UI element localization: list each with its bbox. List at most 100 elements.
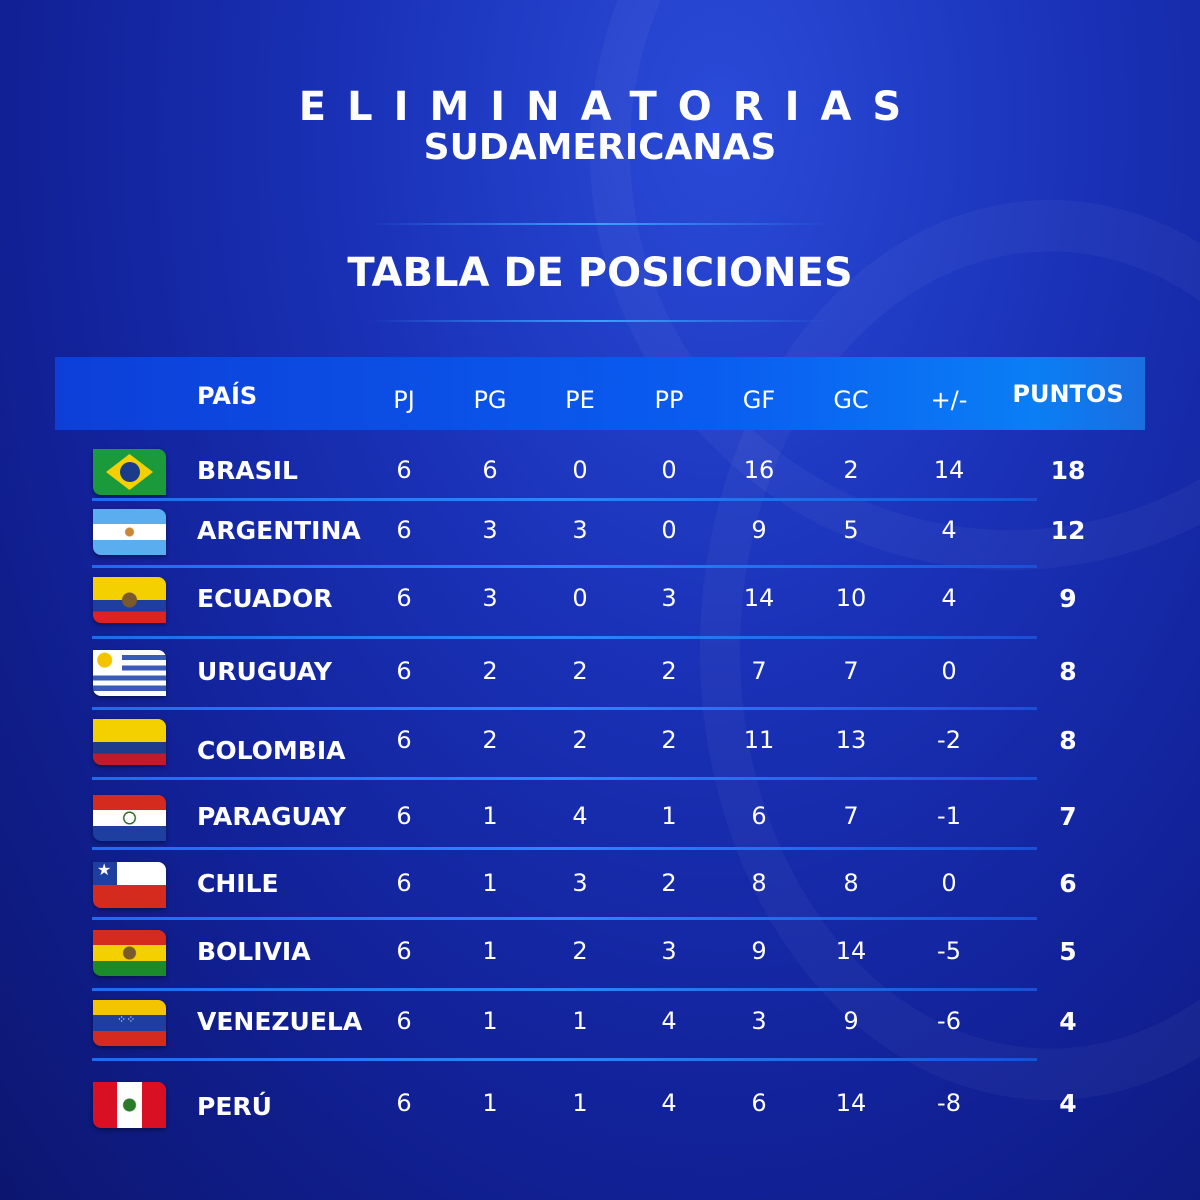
cell-dif: 0: [941, 869, 957, 897]
cell-pe: 1: [572, 1089, 588, 1117]
cell-gf: 8: [751, 869, 767, 897]
cell-pts: 8: [1059, 657, 1077, 686]
cell-pg: 2: [482, 726, 498, 754]
cell-pg: 3: [482, 516, 498, 544]
team-name: VENEZUELA: [197, 1007, 363, 1036]
team-name: PARAGUAY: [197, 802, 347, 831]
cell-gc: 13: [835, 726, 867, 754]
cell-pe: 4: [572, 802, 588, 830]
cell-pts: 9: [1059, 584, 1077, 613]
cell-pts: 4: [1059, 1089, 1077, 1118]
team-name: ARGENTINA: [197, 516, 361, 545]
cell-gf: 6: [751, 1089, 767, 1117]
cell-pp: 1: [661, 802, 677, 830]
chile-flag-icon: ★: [93, 862, 166, 908]
cell-gc: 7: [843, 657, 859, 685]
row-divider: [92, 1058, 1037, 1061]
cell-gf: 9: [751, 937, 767, 965]
cell-pts: 18: [1050, 456, 1086, 485]
cell-pg: 1: [482, 1007, 498, 1035]
venezuela-flag-icon: ⁘⁘: [93, 1000, 166, 1046]
uruguay-flag-icon: [93, 650, 166, 696]
cell-gf: 7: [751, 657, 767, 685]
cell-pts: 12: [1050, 516, 1086, 545]
cell-pp: 0: [661, 456, 677, 484]
row-divider: [92, 777, 1037, 780]
column-header: PP: [654, 386, 684, 414]
cell-pe: 2: [572, 937, 588, 965]
cell-pp: 2: [661, 726, 677, 754]
cell-gc: 2: [843, 456, 859, 484]
row-divider: [92, 565, 1037, 568]
cell-pp: 4: [661, 1007, 677, 1035]
cell-pts: 4: [1059, 1007, 1077, 1036]
cell-pp: 0: [661, 516, 677, 544]
row-divider: [92, 847, 1037, 850]
row-divider: [92, 988, 1037, 991]
colombia-flag-icon: [93, 719, 166, 765]
cell-pp: 3: [661, 937, 677, 965]
cell-dif: 14: [933, 456, 965, 484]
cell-pj: 6: [396, 657, 412, 685]
cell-gf: 14: [743, 584, 775, 612]
cell-pts: 5: [1059, 937, 1077, 966]
cell-dif: -8: [937, 1089, 961, 1117]
cell-pg: 1: [482, 937, 498, 965]
cell-pe: 0: [572, 456, 588, 484]
argentina-flag-icon: [93, 509, 166, 555]
team-name: ECUADOR: [197, 584, 333, 613]
cell-dif: 0: [941, 657, 957, 685]
team-name: COLOMBIA: [197, 736, 346, 765]
cell-gc: 8: [843, 869, 859, 897]
cell-pts: 7: [1059, 802, 1077, 831]
cell-pe: 2: [572, 726, 588, 754]
cell-pe: 1: [572, 1007, 588, 1035]
column-header: PAÍS: [197, 382, 258, 410]
cell-pe: 2: [572, 657, 588, 685]
ecuador-flag-icon: [93, 577, 166, 623]
title-sudamericanas: SUDAMERICANAS: [423, 127, 777, 168]
divider-top: [370, 223, 830, 225]
team-name: PERÚ: [197, 1092, 272, 1121]
cell-pp: 2: [661, 657, 677, 685]
brazil-flag-icon: [93, 449, 166, 495]
cell-pp: 4: [661, 1089, 677, 1117]
cell-pj: 6: [396, 1007, 412, 1035]
bolivia-flag-icon: [93, 930, 166, 976]
team-name: BOLIVIA: [197, 937, 311, 966]
cell-pg: 1: [482, 1089, 498, 1117]
cell-pg: 1: [482, 802, 498, 830]
cell-pg: 6: [482, 456, 498, 484]
cell-dif: 4: [941, 584, 957, 612]
cell-pp: 2: [661, 869, 677, 897]
paraguay-flag-icon: [93, 795, 166, 841]
row-divider: [92, 917, 1037, 920]
row-divider: [92, 498, 1037, 501]
cell-dif: -5: [937, 937, 961, 965]
cell-gf: 16: [743, 456, 775, 484]
cell-pe: 3: [572, 869, 588, 897]
divider-bottom: [370, 320, 830, 322]
cell-gf: 6: [751, 802, 767, 830]
cell-pts: 6: [1059, 869, 1077, 898]
column-header: PG: [473, 386, 507, 414]
cell-pj: 6: [396, 869, 412, 897]
cell-pj: 6: [396, 802, 412, 830]
row-divider: [92, 636, 1037, 639]
cell-pe: 0: [572, 584, 588, 612]
team-name: URUGUAY: [197, 657, 332, 686]
column-header: PJ: [393, 386, 415, 414]
cell-pj: 6: [396, 937, 412, 965]
cell-pj: 6: [396, 456, 412, 484]
cell-gc: 5: [843, 516, 859, 544]
column-header: PUNTOS: [1012, 380, 1124, 408]
cell-pj: 6: [396, 584, 412, 612]
cell-pj: 6: [396, 726, 412, 754]
cell-pp: 3: [661, 584, 677, 612]
cell-gc: 10: [835, 584, 867, 612]
cell-dif: -1: [937, 802, 961, 830]
row-divider: [92, 707, 1037, 710]
cell-gf: 11: [743, 726, 775, 754]
cell-pts: 8: [1059, 726, 1077, 755]
cell-gf: 9: [751, 516, 767, 544]
